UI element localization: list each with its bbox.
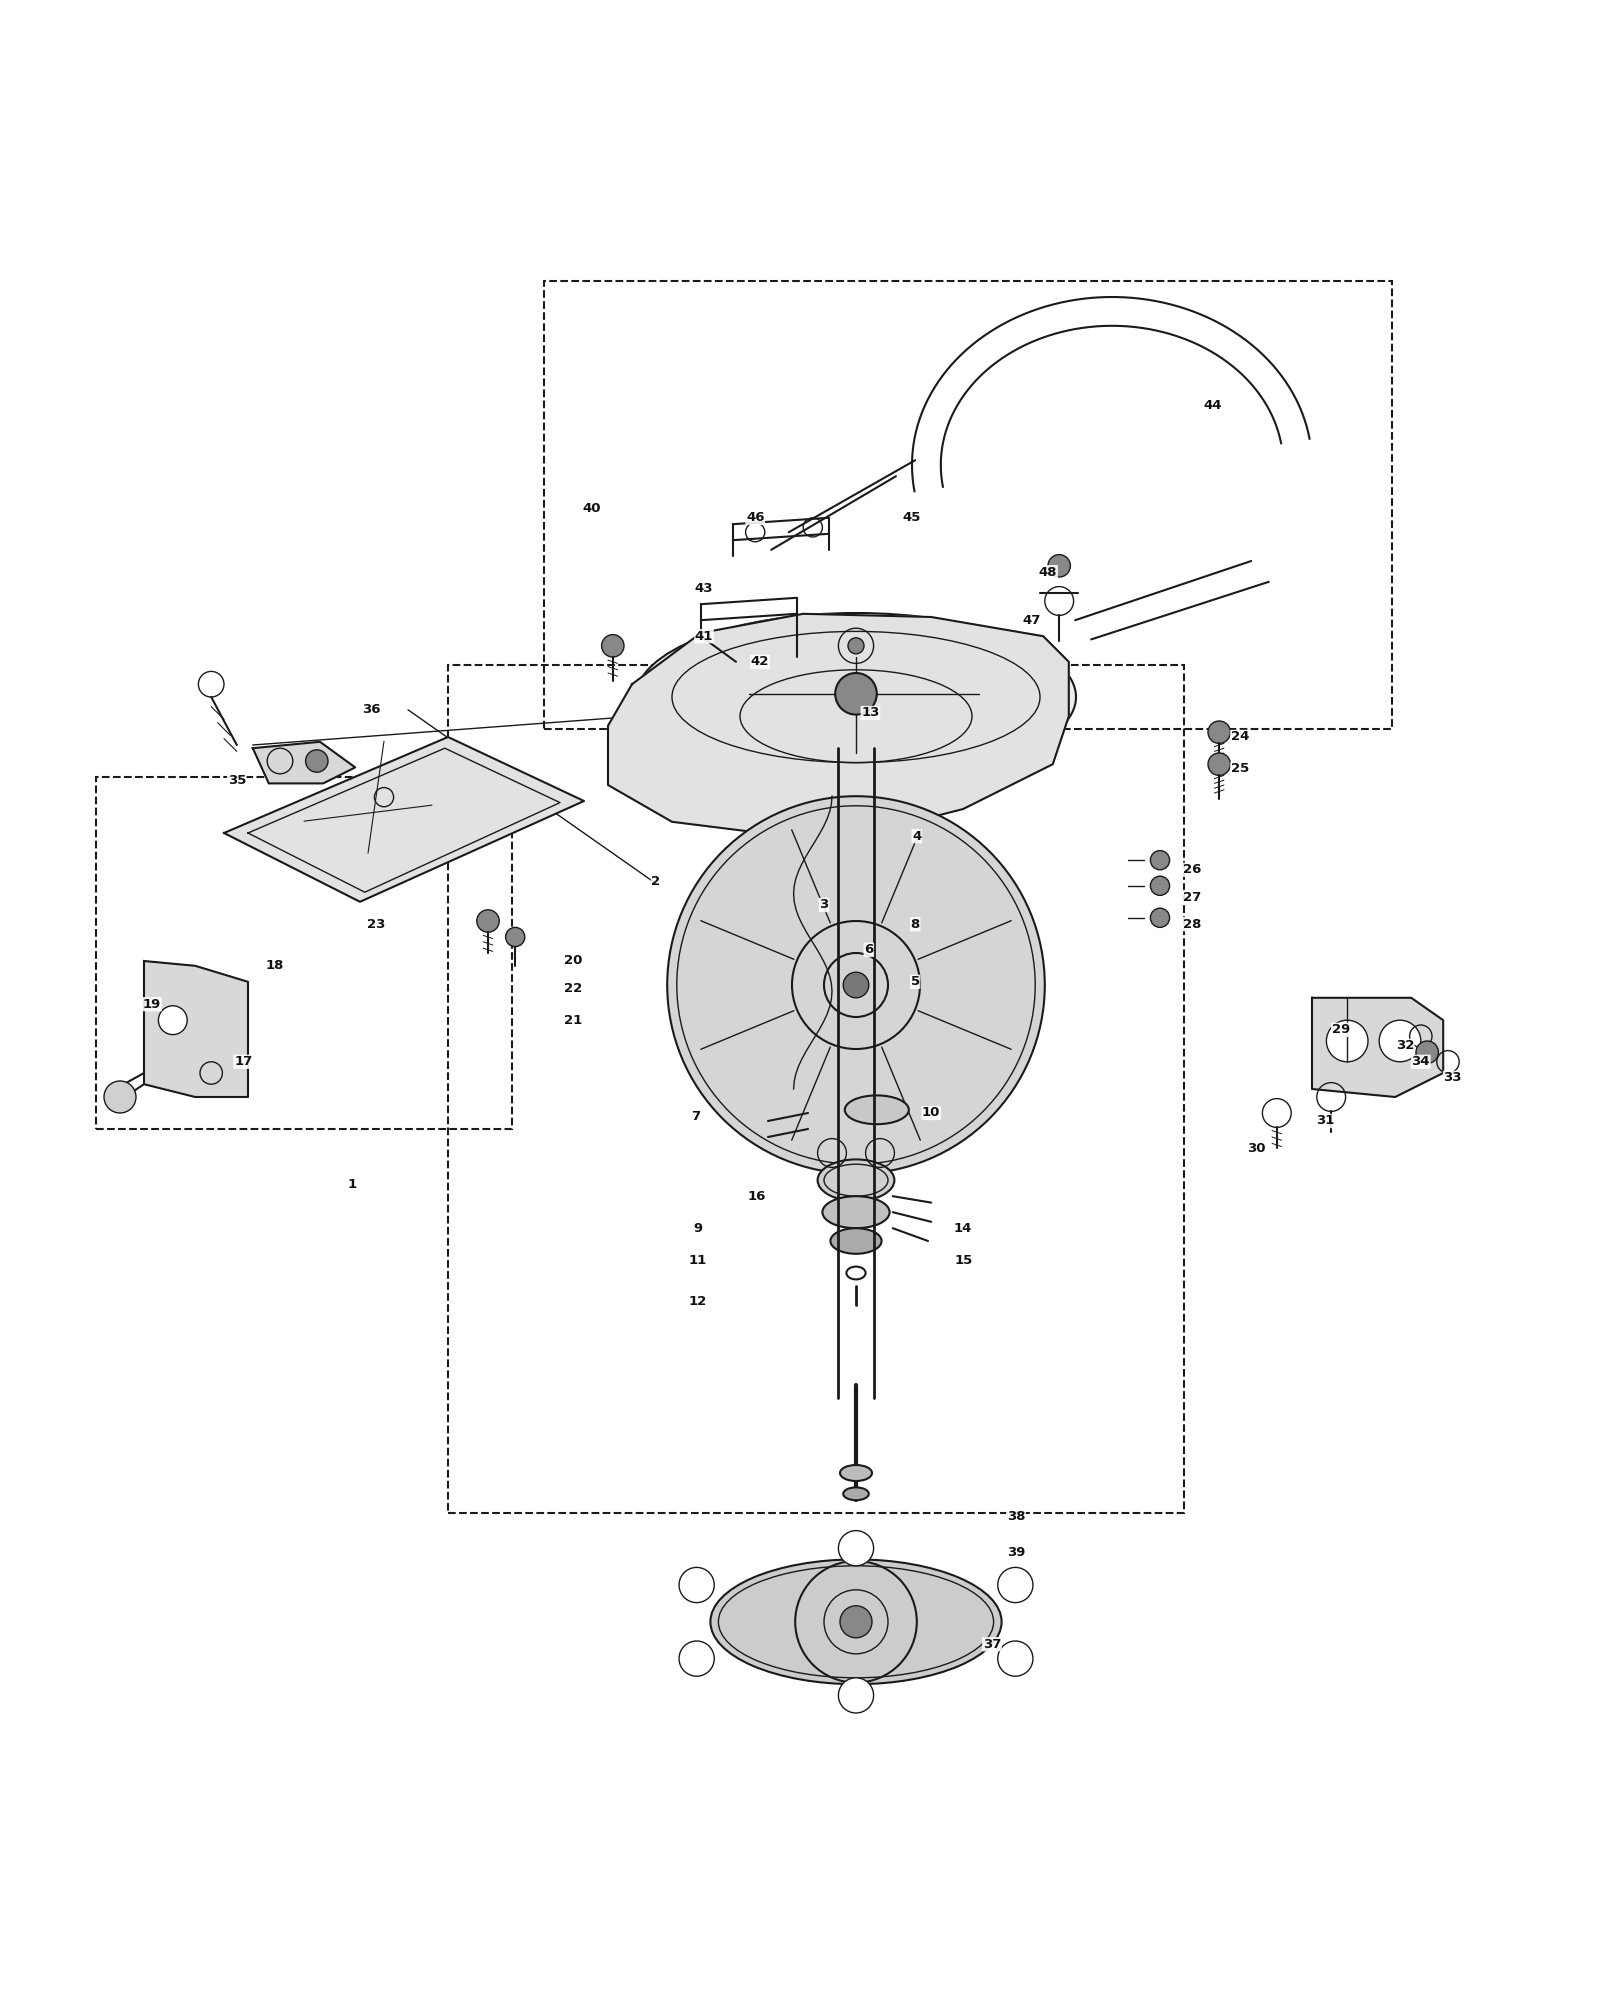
Text: 32: 32 (1395, 1039, 1414, 1053)
Circle shape (838, 1532, 874, 1566)
Text: 5: 5 (910, 975, 920, 989)
Text: 23: 23 (366, 917, 386, 931)
Circle shape (840, 1606, 872, 1638)
Text: 15: 15 (954, 1253, 973, 1267)
Polygon shape (144, 961, 248, 1097)
Ellipse shape (830, 1227, 882, 1253)
Circle shape (848, 639, 864, 655)
Circle shape (835, 673, 877, 715)
Text: 27: 27 (1182, 891, 1202, 903)
Ellipse shape (822, 1197, 890, 1227)
Text: 6: 6 (864, 943, 874, 957)
Polygon shape (1312, 997, 1443, 1097)
Text: 41: 41 (694, 631, 714, 643)
Ellipse shape (637, 613, 1075, 781)
Text: 10: 10 (922, 1107, 941, 1119)
Bar (96, 777, 512, 1129)
Text: 24: 24 (1230, 731, 1250, 743)
Ellipse shape (738, 859, 974, 935)
Circle shape (1379, 1021, 1421, 1061)
Text: 8: 8 (910, 917, 920, 931)
Polygon shape (224, 737, 584, 901)
Circle shape (1208, 721, 1230, 743)
Text: 17: 17 (234, 1055, 253, 1069)
Text: 46: 46 (746, 511, 765, 525)
Text: 44: 44 (1203, 398, 1222, 412)
Text: 37: 37 (982, 1638, 1002, 1652)
Text: 48: 48 (1038, 567, 1058, 579)
Circle shape (838, 1678, 874, 1714)
Text: 39: 39 (1006, 1546, 1026, 1560)
Text: 40: 40 (582, 503, 602, 515)
Text: 3: 3 (819, 899, 829, 911)
Text: 29: 29 (1331, 1023, 1350, 1037)
Circle shape (1150, 877, 1170, 895)
Text: 2: 2 (651, 875, 661, 887)
Text: 31: 31 (1315, 1115, 1334, 1127)
Circle shape (1150, 909, 1170, 927)
Text: 25: 25 (1230, 763, 1250, 775)
Text: 4: 4 (912, 829, 922, 843)
Circle shape (843, 973, 869, 997)
Text: 36: 36 (362, 703, 381, 717)
Ellipse shape (710, 1560, 1002, 1684)
Text: 28: 28 (1182, 917, 1202, 931)
Polygon shape (253, 743, 355, 783)
Text: 42: 42 (750, 655, 770, 669)
Text: 47: 47 (1022, 615, 1042, 627)
Text: 1: 1 (347, 1179, 357, 1191)
Ellipse shape (818, 1159, 894, 1201)
Circle shape (678, 1642, 714, 1676)
Text: 14: 14 (954, 1221, 973, 1235)
Circle shape (1416, 1041, 1438, 1063)
Text: 34: 34 (1411, 1055, 1430, 1069)
Text: 35: 35 (227, 773, 246, 787)
Text: 30: 30 (1246, 1141, 1266, 1155)
Circle shape (998, 1568, 1034, 1602)
Ellipse shape (840, 1465, 872, 1481)
Circle shape (998, 1642, 1034, 1676)
Bar (448, 665, 1184, 1514)
Text: 26: 26 (1182, 863, 1202, 877)
Circle shape (477, 909, 499, 933)
Text: 12: 12 (688, 1295, 707, 1307)
Circle shape (667, 797, 1045, 1173)
Circle shape (1048, 555, 1070, 577)
Text: 20: 20 (563, 955, 582, 967)
Text: 43: 43 (694, 583, 714, 595)
Bar (544, 280, 1392, 729)
Text: 33: 33 (1443, 1071, 1462, 1085)
Circle shape (602, 635, 624, 657)
Text: 19: 19 (142, 997, 162, 1011)
Polygon shape (608, 615, 1069, 837)
Text: 11: 11 (688, 1253, 707, 1267)
Text: 21: 21 (563, 1013, 582, 1027)
Circle shape (1208, 753, 1230, 775)
Ellipse shape (843, 1487, 869, 1499)
Text: 7: 7 (691, 1109, 701, 1123)
Text: 16: 16 (747, 1189, 766, 1203)
Text: 22: 22 (563, 981, 582, 995)
Circle shape (306, 751, 328, 773)
Text: 18: 18 (266, 959, 285, 973)
Ellipse shape (845, 1095, 909, 1125)
Circle shape (1326, 1021, 1368, 1061)
Circle shape (158, 1005, 187, 1035)
Circle shape (678, 1568, 714, 1602)
Text: 45: 45 (902, 511, 922, 525)
Text: 9: 9 (693, 1221, 702, 1235)
Text: 38: 38 (1006, 1510, 1026, 1524)
Circle shape (104, 1081, 136, 1113)
Circle shape (506, 927, 525, 947)
Text: 13: 13 (861, 707, 880, 719)
Circle shape (1150, 851, 1170, 869)
